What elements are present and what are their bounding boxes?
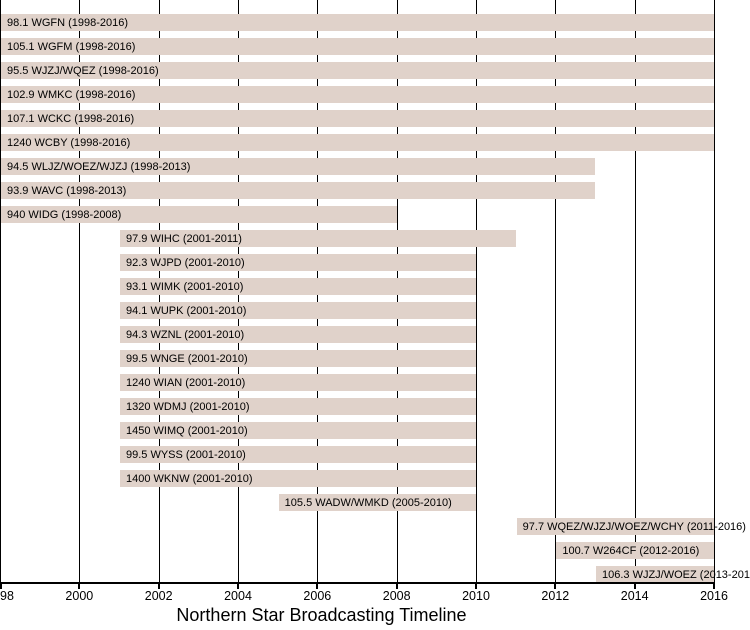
timeline-bar: 94.3 WZNL (2001-2010) bbox=[120, 326, 476, 343]
tick-mark-2016 bbox=[713, 584, 715, 589]
gridline-1998 bbox=[0, 0, 1, 583]
timeline-bar: 92.3 WJPD (2001-2010) bbox=[120, 254, 476, 271]
timeline-bar: 93.1 WIMK (2001-2010) bbox=[120, 278, 476, 295]
bar-label: 93.1 WIMK (2001-2010) bbox=[126, 280, 244, 293]
tick-label-2000: 2000 bbox=[65, 589, 94, 603]
tick-label-2012: 2012 bbox=[541, 589, 570, 603]
tick-mark-2010 bbox=[475, 584, 477, 589]
timeline-bar: 93.9 WAVC (1998-2013) bbox=[1, 182, 595, 199]
timeline-bar: 94.1 WUPK (2001-2010) bbox=[120, 302, 476, 319]
bar-label: 99.5 WYSS (2001-2010) bbox=[126, 448, 246, 461]
bar-label: 940 WIDG (1998-2008) bbox=[7, 208, 122, 221]
timeline-bar: 105.1 WGFM (1998-2016) bbox=[1, 38, 714, 55]
tick-label-2016: 2016 bbox=[700, 589, 728, 603]
chart-title: Northern Star Broadcasting Timeline bbox=[176, 605, 467, 625]
timeline-bar: 94.5 WLJZ/WOEZ/WJZJ (1998-2013) bbox=[1, 158, 595, 175]
timeline-bar: 1400 WKNW (2001-2010) bbox=[120, 470, 476, 487]
timeline-bar: 97.9 WIHC (2001-2011) bbox=[120, 230, 516, 247]
bar-label: 97.7 WQEZ/WJZJ/WOEZ/WCHY (2011-2016) bbox=[522, 520, 746, 533]
bar-label: 105.5 WADW/WMKD (2005-2010) bbox=[284, 496, 452, 509]
bar-label: 100.7 W264CF (2012-2016) bbox=[562, 544, 700, 557]
timeline-bar: 99.5 WYSS (2001-2010) bbox=[120, 446, 476, 463]
gridline-2016 bbox=[714, 0, 715, 583]
tick-label-2008: 2008 bbox=[382, 589, 411, 603]
bar-label: 99.5 WNGE (2001-2010) bbox=[126, 352, 248, 365]
timeline-bar: 106.3 WJZJ/WOEZ (2013-2016) bbox=[596, 566, 750, 583]
gridline-2000 bbox=[79, 0, 81, 583]
tick-label-2014: 2014 bbox=[620, 589, 649, 603]
tick-mark-2000 bbox=[78, 584, 81, 589]
tick-label-2004: 2004 bbox=[224, 589, 252, 603]
tick-mark-2008 bbox=[395, 584, 398, 589]
bar-label: 105.1 WGFM (1998-2016) bbox=[7, 40, 136, 53]
timeline-bar: 100.7 W264CF (2012-2016) bbox=[556, 542, 714, 559]
gridline-2014 bbox=[634, 0, 636, 583]
tick-mark-2004 bbox=[237, 584, 239, 589]
timeline-bar: 97.7 WQEZ/WJZJ/WOEZ/WCHY (2011-2016) bbox=[516, 518, 746, 535]
bar-label: 102.9 WMKC (1998-2016) bbox=[7, 88, 136, 101]
bar-label: 95.5 WJZJ/WQEZ (1998-2016) bbox=[7, 64, 159, 77]
tick-label-2010: 2010 bbox=[462, 589, 490, 603]
gridline-2012 bbox=[555, 0, 557, 583]
bar-label: 92.3 WJPD (2001-2010) bbox=[126, 256, 245, 269]
tick-label-1998: 98 bbox=[0, 589, 14, 603]
bar-label: 1400 WKNW (2001-2010) bbox=[126, 472, 253, 485]
bar-label: 93.9 WAVC (1998-2013) bbox=[7, 184, 127, 197]
timeline-bar: 1320 WDMJ (2001-2010) bbox=[120, 398, 476, 415]
tick-mark-2012 bbox=[554, 584, 557, 589]
timeline-bar: 105.5 WADW/WMKD (2005-2010) bbox=[278, 494, 476, 511]
timeline-bar: 98.1 WGFN (1998-2016) bbox=[1, 14, 714, 31]
timeline-bar: 102.9 WMKC (1998-2016) bbox=[1, 86, 714, 103]
timeline-bar: 1240 WIAN (2001-2010) bbox=[120, 374, 476, 391]
tick-mark-1998 bbox=[0, 584, 2, 589]
bar-label: 106.3 WJZJ/WOEZ (2013-2016) bbox=[602, 568, 750, 581]
bar-label: 98.1 WGFN (1998-2016) bbox=[7, 16, 129, 29]
bar-label: 1320 WDMJ (2001-2010) bbox=[126, 400, 250, 413]
bar-label: 97.9 WIHC (2001-2011) bbox=[126, 232, 242, 245]
x-axis-line bbox=[0, 582, 715, 584]
timeline-bar: 1240 WCBY (1998-2016) bbox=[1, 134, 714, 151]
timeline-bar: 99.5 WNGE (2001-2010) bbox=[120, 350, 476, 367]
tick-mark-2014 bbox=[633, 584, 636, 589]
timeline-bar: 107.1 WCKC (1998-2016) bbox=[1, 110, 714, 127]
tick-label-2006: 2006 bbox=[303, 589, 332, 603]
bar-label: 1450 WIMQ (2001-2010) bbox=[126, 424, 248, 437]
timeline-bar: 940 WIDG (1998-2008) bbox=[1, 206, 397, 223]
tick-mark-2002 bbox=[157, 584, 160, 589]
bar-label: 1240 WIAN (2001-2010) bbox=[126, 376, 246, 389]
tick-mark-2006 bbox=[316, 584, 319, 589]
timeline-bar: 95.5 WJZJ/WQEZ (1998-2016) bbox=[1, 62, 714, 79]
bar-label: 94.3 WZNL (2001-2010) bbox=[126, 328, 245, 341]
tick-label-2002: 2002 bbox=[144, 589, 173, 603]
bar-label: 1240 WCBY (1998-2016) bbox=[7, 136, 131, 149]
bar-label: 94.1 WUPK (2001-2010) bbox=[126, 304, 247, 317]
bar-label: 94.5 WLJZ/WOEZ/WJZJ (1998-2013) bbox=[7, 160, 191, 173]
gridline-2010 bbox=[476, 0, 477, 583]
bar-label: 107.1 WCKC (1998-2016) bbox=[7, 112, 135, 125]
timeline-bar: 1450 WIMQ (2001-2010) bbox=[120, 422, 476, 439]
